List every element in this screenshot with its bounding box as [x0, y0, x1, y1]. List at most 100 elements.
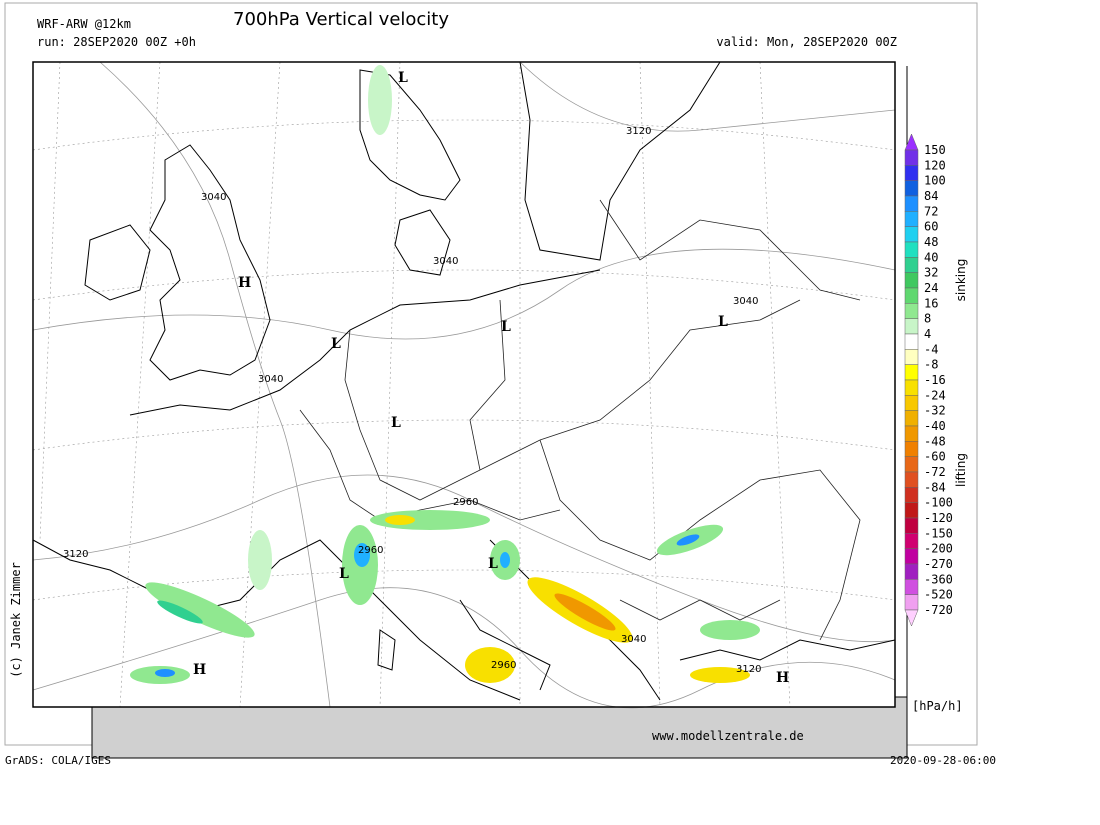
pressure-center: H [238, 275, 251, 291]
sinking-area [155, 669, 175, 677]
legend-swatch [904, 594, 919, 611]
baltic [519, 61, 721, 261]
legend-level: -520 [924, 588, 953, 602]
great-britain [149, 144, 271, 381]
pressure-center: L [331, 336, 341, 352]
legend-swatch [904, 241, 919, 258]
legend-swatch [904, 195, 919, 212]
contour [99, 61, 331, 708]
legend-level: 120 [924, 158, 946, 172]
legend-level: 24 [924, 281, 938, 295]
legend-swatch [904, 579, 919, 595]
legend-level: -720 [924, 603, 953, 617]
scandinavia [359, 69, 461, 201]
pressure-center: L [391, 415, 401, 431]
legend-swatch [904, 226, 919, 243]
north-coast [129, 269, 601, 416]
aegean-north [679, 639, 896, 661]
legend-level: -200 [924, 542, 953, 556]
sinking-area [368, 65, 392, 135]
map-labels: L 3120 3040 H 3040 3040 L L L 3040 L 296… [63, 70, 789, 686]
parallels [32, 119, 896, 601]
run-label: run: 28SEP2020 00Z +0h [37, 35, 196, 49]
contour-label: 3040 [201, 192, 226, 203]
legend-swatch [904, 533, 919, 549]
contour [32, 248, 896, 340]
contour-label: 3040 [733, 296, 758, 307]
corsica [377, 629, 396, 671]
legend-level: -8 [924, 358, 938, 372]
sinking-area [354, 543, 370, 567]
border [599, 199, 861, 301]
sinking-area [500, 552, 510, 568]
legend-swatch [904, 379, 919, 396]
legend-level: -4 [924, 342, 938, 356]
legend-level: 48 [924, 235, 938, 249]
contour-label: 3040 [621, 634, 646, 645]
border [539, 439, 861, 641]
legend-unit: [hPa/h] [912, 699, 963, 713]
legend-level: 150 [924, 143, 946, 157]
legend-level: 32 [924, 266, 938, 280]
legend-swatch [904, 517, 919, 534]
legend-triangle [904, 609, 919, 627]
border [344, 299, 801, 501]
legend-upper-label: sinking [954, 259, 968, 302]
sinking-area [700, 620, 760, 640]
contour [32, 587, 896, 709]
timestamp: 2020-09-28-06:00 [890, 754, 996, 767]
pressure-center: H [193, 662, 206, 678]
legend-level: 84 [924, 189, 938, 203]
contour-label: 2960 [491, 660, 516, 671]
lifting-area [690, 667, 750, 683]
outer-frame [4, 2, 978, 746]
legend-level: 40 [924, 250, 938, 264]
pressure-center: L [718, 314, 728, 330]
map-background [33, 62, 895, 707]
sinking-area [157, 600, 203, 624]
legend-level: -16 [924, 373, 946, 387]
italy-heel [459, 599, 551, 691]
legend-swatch [904, 502, 919, 519]
pressure-center: L [501, 319, 511, 335]
vertical-velocity-fill [130, 65, 760, 684]
legend-swatch [904, 471, 919, 488]
legend-level: -48 [924, 434, 946, 448]
sinking-area [145, 582, 255, 638]
model-label: WRF-ARW @12km [37, 17, 131, 31]
legend-level: 100 [924, 174, 946, 188]
mediterranean-north [32, 539, 521, 701]
contour-label: 3120 [736, 664, 761, 675]
legend-swatch [904, 272, 919, 289]
legend-lower-label: lifting [954, 453, 968, 487]
map: L 3120 3040 H 3040 3040 L L L 3040 L 296… [32, 61, 896, 709]
legend-level: -120 [924, 511, 953, 525]
height-contours [32, 61, 896, 709]
legend-level: -60 [924, 450, 946, 464]
legend-swatch [904, 395, 919, 411]
sinking-area [248, 530, 272, 590]
denmark [394, 209, 451, 276]
legend-level: -150 [924, 526, 953, 540]
legend-level: -24 [924, 388, 946, 402]
legend-swatch [904, 410, 919, 427]
legend-swatch [904, 165, 919, 181]
lifting-area [554, 593, 616, 631]
contour-label: 3040 [433, 256, 458, 267]
legend-swatch [904, 211, 919, 227]
contour-label: 2960 [358, 545, 383, 556]
legend-level: 60 [924, 220, 938, 234]
legend-swatch [904, 180, 919, 197]
credit: (c) Janek Zimmer [9, 562, 23, 678]
legend-level: -72 [924, 465, 946, 479]
lifting-area [385, 515, 415, 525]
legend-swatch [904, 563, 919, 580]
pressure-center: L [398, 70, 408, 86]
pressure-center: L [339, 566, 349, 582]
legend-swatch [904, 257, 919, 273]
contour [519, 61, 896, 132]
legend-swatch [904, 364, 919, 381]
pressure-center: H [776, 670, 789, 686]
legend-swatch [904, 349, 919, 365]
